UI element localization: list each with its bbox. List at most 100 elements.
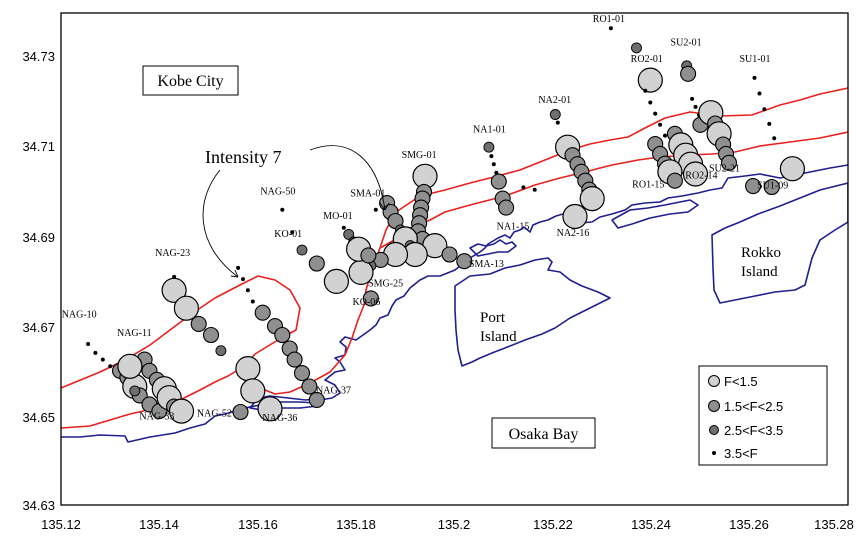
x-tick-label: 135.26: [729, 517, 769, 532]
survey-line-label: MO-01: [323, 211, 352, 222]
survey-line-label: RO2-01: [631, 54, 663, 65]
survey-line-label: NAG-11: [117, 328, 152, 339]
station-marker-dot: [767, 121, 772, 126]
station-marker-dot: [772, 136, 777, 141]
station-marker-medium: [202, 326, 220, 344]
station-marker-medium: [360, 247, 377, 264]
station-marker-dot: [241, 277, 245, 282]
station-marker-medium: [490, 173, 507, 190]
pier-outline: [611, 199, 699, 229]
survey-line-label: NAG-50: [260, 186, 295, 197]
station-marker-medium: [720, 154, 738, 171]
x-tick-label: 135.24: [631, 517, 671, 532]
survey-line-label: NA1-15: [497, 221, 530, 232]
survey-line-label: SMA-01: [350, 189, 385, 200]
x-axis-ticks: 135.12 135.14 135.16 135.18 135.2 135.22…: [41, 517, 854, 532]
survey-line-label: NAG-36: [262, 413, 297, 424]
station-marker-dot: [752, 75, 757, 80]
legend-marker-medium: [708, 400, 720, 412]
survey-line-label: SMA-13: [469, 259, 504, 270]
y-tick-label: 34.69: [22, 230, 55, 245]
station-marker-dot: [532, 187, 537, 192]
station-marker-dot: [280, 207, 285, 212]
survey-line-label: NAG-10: [62, 309, 97, 320]
station-marker-large: [235, 356, 261, 382]
osaka-bay-text: Osaka Bay: [509, 426, 579, 443]
station-marker-dot: [693, 104, 698, 109]
station-marker-dot: [245, 288, 250, 293]
survey-line-label: NAG-52: [197, 409, 232, 420]
station-marker-large: [173, 295, 199, 321]
station-marker-large: [779, 156, 806, 182]
station-marker-small: [549, 109, 561, 120]
y-tick-label: 34.71: [22, 139, 55, 154]
station-marker-dot: [690, 96, 695, 101]
station-marker-dot: [86, 342, 91, 346]
station-marker-dot: [341, 225, 346, 230]
station-marker-medium: [763, 178, 780, 196]
station-marker-large: [240, 378, 266, 404]
y-axis-ticks: 34.73 34.71 34.69 34.67 34.65 34.63: [22, 49, 55, 513]
osaka-bay-label: Osaka Bay: [491, 417, 596, 449]
station-marker-medium: [232, 403, 249, 421]
station-marker-dot: [250, 299, 255, 304]
legend-label: 1.5<F<2.5: [724, 399, 783, 414]
station-marker-large: [257, 396, 283, 422]
intensity-arrowhead-right: [379, 202, 390, 211]
legend-item: 3.5<F: [712, 446, 758, 461]
intensity-annotation: Intensity 7: [202, 145, 390, 278]
station-marker-dot: [521, 185, 526, 190]
line-labels: RO1-01 SU2-01 RO2-01 SU1-01 NA2-01 NA1-01 SMG-…: [62, 14, 789, 424]
survey-line-label: KO-06: [353, 297, 381, 308]
x-tick-label: 135.28: [814, 517, 854, 532]
legend: F<1.5 1.5<F<2.5 2.5<F<3.5 3.5<F: [698, 365, 828, 466]
survey-line-label: RO2-14: [685, 170, 717, 181]
survey-line-label: SU2-21: [709, 164, 740, 175]
station-marker-medium: [441, 246, 458, 263]
legend-item: F<1.5: [708, 374, 758, 389]
legend-label: 2.5<F<3.5: [724, 423, 783, 438]
station-marker-medium: [190, 315, 207, 332]
x-tick-label: 135.12: [41, 517, 81, 532]
station-marker-large: [168, 398, 195, 424]
station-marker-dot: [608, 26, 613, 31]
intensity-arrow-right: [309, 145, 386, 211]
station-marker-dot: [93, 350, 98, 355]
rokko-island-label: Rokko Island: [741, 245, 781, 280]
station-marker-dot: [100, 357, 105, 362]
intensity-text: Intensity 7: [205, 147, 282, 167]
port-island-outline: [454, 257, 611, 367]
survey-line-label: KO-01: [274, 229, 302, 240]
kobe-city-label: Kobe City: [142, 65, 239, 96]
station-marker-medium: [286, 351, 303, 368]
station-marker-medium: [680, 65, 697, 82]
y-tick-label: 34.63: [22, 498, 55, 513]
station-marker-dot: [108, 364, 113, 369]
station-marker-small: [483, 141, 495, 153]
station-marker-dot: [489, 154, 494, 159]
y-tick-label: 34.73: [22, 49, 55, 64]
x-tick-label: 135.14: [139, 517, 179, 532]
survey-line-label: NA1-01: [473, 125, 506, 136]
station-marker-medium: [254, 304, 271, 321]
station-marker-dot: [290, 230, 295, 235]
station-markers: [86, 26, 806, 424]
rokko-island-outline: [711, 182, 848, 304]
survey-line-label: NA2-01: [538, 95, 571, 106]
survey-line-label: NAG-37: [316, 385, 351, 396]
survey-line-label: RO1-15: [632, 180, 664, 191]
survey-line-label: SMG-01: [402, 150, 437, 161]
survey-line-label: SMG-25: [368, 279, 403, 290]
station-marker-small: [631, 42, 642, 54]
survey-line-label: NAG-33: [139, 411, 174, 422]
station-marker-large: [682, 161, 709, 187]
intensity-7-northern-boundary: [61, 87, 848, 395]
intensity-arrow-left: [202, 169, 239, 278]
station-marker-medium: [498, 199, 515, 216]
survey-line-label: RO1-01: [593, 14, 625, 25]
port-island-line-2: Island: [480, 329, 517, 345]
station-marker-large: [161, 277, 187, 303]
station-marker-dot: [658, 122, 663, 127]
station-marker-large: [117, 353, 143, 379]
